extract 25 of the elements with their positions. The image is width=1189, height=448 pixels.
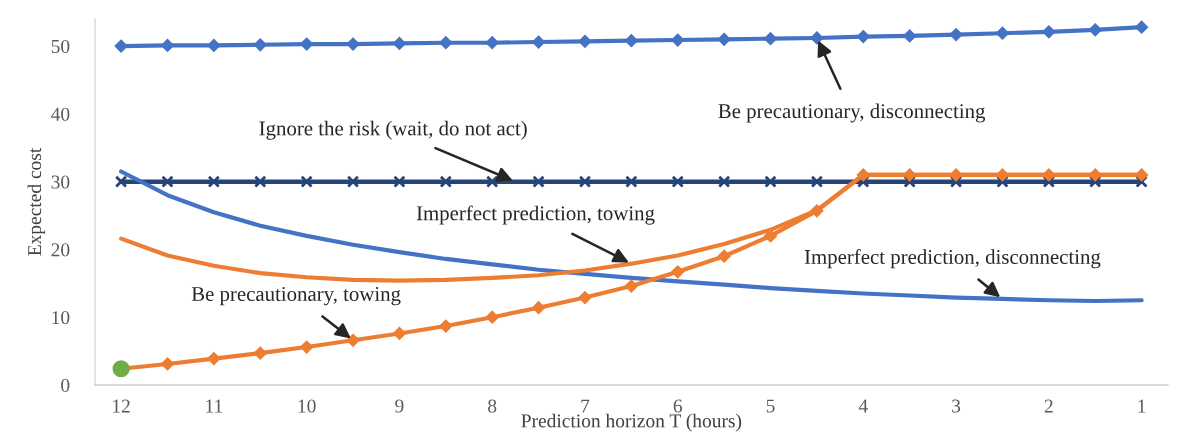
annotation: Imperfect prediction, disconnecting (804, 249, 1101, 269)
annotation: Be precautionary, towing (191, 286, 401, 306)
y-tick-label: 50 (51, 39, 70, 54)
x-tick-label: 2 (1044, 399, 1053, 413)
x-tick-label: 7 (581, 399, 590, 413)
y-tick-label: 20 (51, 243, 70, 257)
x-tick-label: 10 (298, 399, 316, 413)
y-tick-label: 40 (51, 107, 70, 121)
annotation: Be precautionary, disconnecting (718, 103, 986, 123)
annotation: Imperfect prediction, towing (416, 205, 655, 225)
x-tick-label: 6 (673, 399, 683, 413)
y-tick-label: 10 (52, 311, 70, 325)
x-tick-label: 11 (206, 399, 223, 413)
x-axis-title: Prediction horizon T (hours) (521, 413, 742, 432)
y-tick-label: 30 (51, 175, 70, 189)
x-tick-label: 9 (395, 399, 404, 413)
x-tick-label: 1 (1138, 399, 1146, 413)
x-tick-label: 4 (858, 399, 868, 413)
y-axis-title: Expected cost (27, 147, 46, 256)
x-tick-label: 3 (952, 399, 961, 413)
x-tick-label: 12 (113, 399, 130, 413)
x-tick-label: 8 (488, 399, 497, 413)
x-tick-label: 5 (766, 399, 775, 413)
y-tick-label: 0 (61, 378, 70, 392)
annotation: Ignore the risk (wait, do not act) (259, 120, 527, 140)
